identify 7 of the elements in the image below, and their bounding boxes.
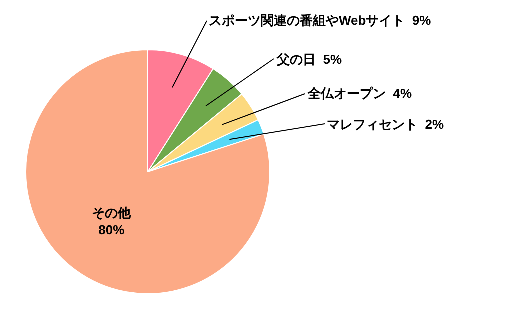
pie-slice (26, 50, 270, 294)
slice-label: 全仏オープン 4% (307, 86, 412, 101)
data-label: 80% (98, 222, 126, 238)
slice-label: マレフィセント 2% (327, 117, 444, 132)
slice-label: その他 (92, 205, 132, 220)
slice-label: 父の日 5% (276, 52, 342, 67)
slice-label: スポーツ関連の番組やWebサイト 9% (209, 13, 432, 28)
